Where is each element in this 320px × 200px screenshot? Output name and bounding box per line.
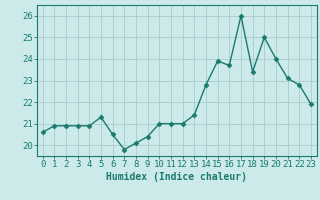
X-axis label: Humidex (Indice chaleur): Humidex (Indice chaleur) xyxy=(106,172,247,182)
